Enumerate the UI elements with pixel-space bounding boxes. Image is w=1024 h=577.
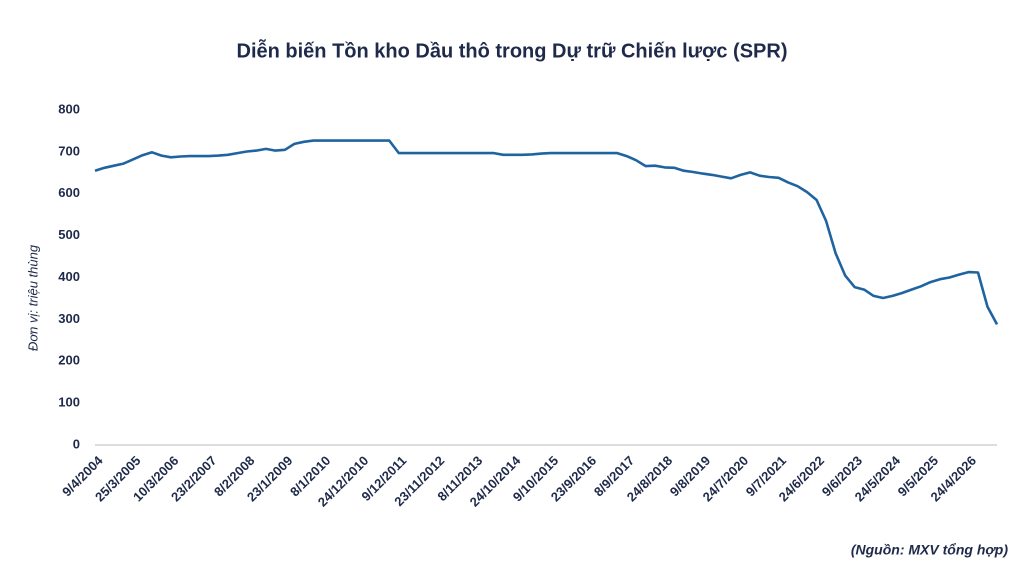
y-tick-label: 100 (58, 395, 80, 410)
y-tick-label: 700 (58, 143, 80, 158)
y-tick-label: 0 (73, 436, 80, 451)
y-tick-label: 500 (58, 227, 80, 242)
y-axis-label: Đơn vị: triệu thùng (25, 244, 40, 351)
chart-title: Diễn biến Tồn kho Dầu thô trong Dự trữ C… (237, 38, 788, 62)
y-tick-label: 800 (58, 101, 80, 116)
y-tick-label: 300 (58, 311, 80, 326)
y-tick-label: 400 (58, 269, 80, 284)
source-note: (Nguồn: MXV tổng hợp) (851, 542, 1008, 558)
y-tick-label: 600 (58, 185, 80, 200)
data-line (94, 139, 999, 326)
y-tick-label: 200 (58, 353, 80, 368)
